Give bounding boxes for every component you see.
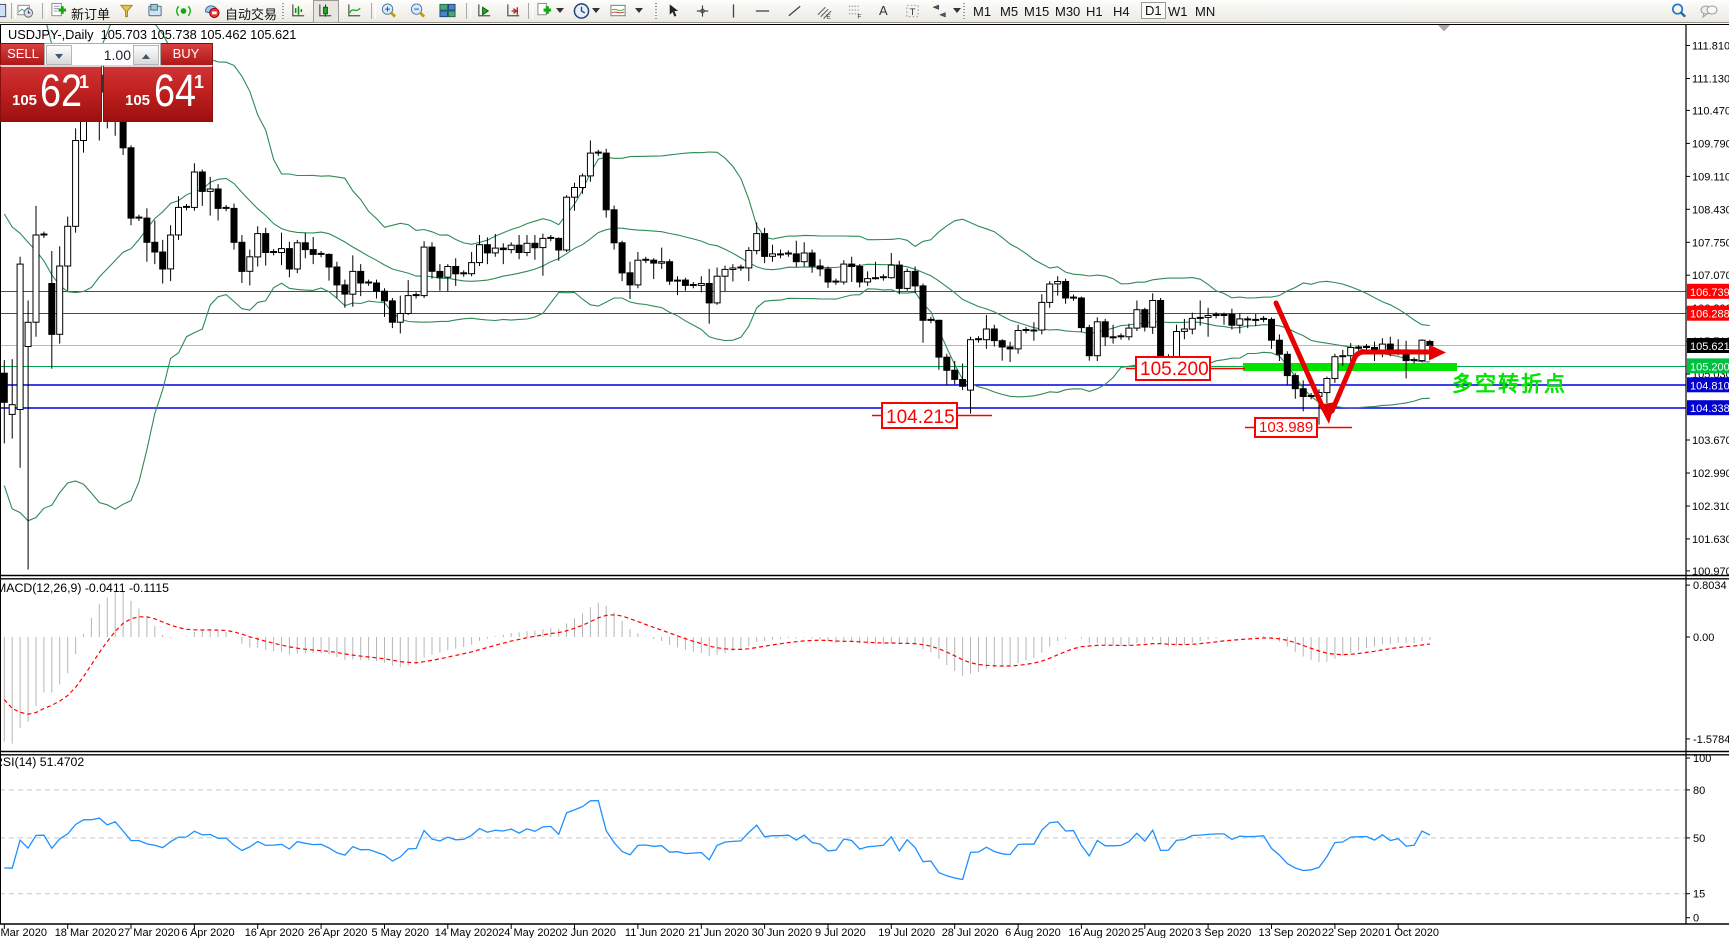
svg-text:25 Aug 2020: 25 Aug 2020	[1132, 927, 1194, 938]
svg-text:106.288: 106.288	[1690, 309, 1729, 321]
svg-text:9 Mar 2020: 9 Mar 2020	[0, 927, 47, 938]
svg-text:15: 15	[1693, 889, 1705, 901]
svg-text:-1.5784: -1.5784	[1693, 734, 1729, 746]
svg-text:80: 80	[1693, 785, 1705, 797]
svg-text:RSI(14) 51.4702: RSI(14) 51.4702	[0, 755, 84, 769]
svg-text:100: 100	[1693, 753, 1711, 765]
svg-text:104.810: 104.810	[1690, 380, 1729, 392]
svg-text:109.790: 109.790	[1692, 138, 1729, 150]
svg-text:111.810: 111.810	[1692, 41, 1729, 53]
svg-text:27 Mar 2020: 27 Mar 2020	[118, 927, 180, 938]
svg-text:F: F	[857, 14, 861, 20]
svg-text:0.8034: 0.8034	[1693, 580, 1727, 592]
svg-text:16 Apr 2020: 16 Apr 2020	[245, 927, 304, 938]
svg-text:107.070: 107.070	[1692, 270, 1729, 282]
svg-text:11 Jun 2020: 11 Jun 2020	[625, 927, 685, 938]
svg-text:0.00: 0.00	[1693, 632, 1714, 644]
svg-text:110.470: 110.470	[1692, 105, 1729, 117]
svg-text:1 Oct 2020: 1 Oct 2020	[1385, 927, 1439, 938]
svg-text:104.338: 104.338	[1690, 403, 1729, 415]
svg-text:16 Aug 2020: 16 Aug 2020	[1068, 927, 1130, 938]
svg-text:2 Jun 2020: 2 Jun 2020	[562, 927, 616, 938]
svg-text:21 Jun 2020: 21 Jun 2020	[688, 927, 749, 938]
svg-text:104.215: 104.215	[886, 407, 955, 428]
svg-text:102.990: 102.990	[1692, 468, 1729, 480]
svg-text:24 May 2020: 24 May 2020	[498, 927, 562, 938]
svg-text:13 Sep 2020: 13 Sep 2020	[1259, 927, 1321, 938]
svg-text:105.621: 105.621	[1690, 341, 1729, 353]
svg-text:105.200: 105.200	[1690, 361, 1729, 373]
svg-text:26 Apr 2020: 26 Apr 2020	[308, 927, 367, 938]
svg-text:103.989: 103.989	[1259, 419, 1313, 436]
svg-text:106.739: 106.739	[1690, 287, 1729, 299]
svg-text:28 Jul 2020: 28 Jul 2020	[942, 927, 999, 938]
svg-text:111.130: 111.130	[1692, 74, 1729, 86]
svg-text:103.670: 103.670	[1692, 435, 1729, 447]
svg-text:3 Sep 2020: 3 Sep 2020	[1195, 927, 1251, 938]
svg-text:USDJPY-,Daily 105.703 105.738: USDJPY-,Daily 105.703 105.738 105.462 10…	[8, 27, 296, 42]
svg-text:101.630: 101.630	[1692, 534, 1729, 546]
svg-text:多空转折点: 多空转折点	[1452, 372, 1567, 396]
svg-text:108.430: 108.430	[1692, 204, 1729, 216]
svg-text:100.970: 100.970	[1692, 566, 1729, 578]
svg-text:22 Sep 2020: 22 Sep 2020	[1322, 927, 1384, 938]
svg-text:MACD(12,26,9) -0.0411 -0.1115: MACD(12,26,9) -0.0411 -0.1115	[0, 581, 169, 595]
svg-text:6 Aug 2020: 6 Aug 2020	[1005, 927, 1061, 938]
svg-text:5 May 2020: 5 May 2020	[372, 927, 429, 938]
svg-text:6 Apr 2020: 6 Apr 2020	[181, 927, 234, 938]
svg-text:102.310: 102.310	[1692, 501, 1729, 513]
svg-text:107.750: 107.750	[1692, 237, 1729, 249]
svg-text:30 Jun 2020: 30 Jun 2020	[752, 927, 813, 938]
svg-text:19 Jul 2020: 19 Jul 2020	[878, 927, 935, 938]
svg-text:9 Jul 2020: 9 Jul 2020	[815, 927, 866, 938]
svg-text:109.110: 109.110	[1692, 171, 1729, 183]
svg-text:E: E	[826, 14, 831, 20]
svg-text:18 Mar 2020: 18 Mar 2020	[55, 927, 117, 938]
svg-text:14 May 2020: 14 May 2020	[435, 927, 499, 938]
svg-text:0: 0	[1693, 913, 1699, 925]
svg-text:50: 50	[1693, 833, 1705, 845]
svg-text:105.200: 105.200	[1140, 359, 1209, 380]
svg-text:T: T	[910, 7, 916, 18]
